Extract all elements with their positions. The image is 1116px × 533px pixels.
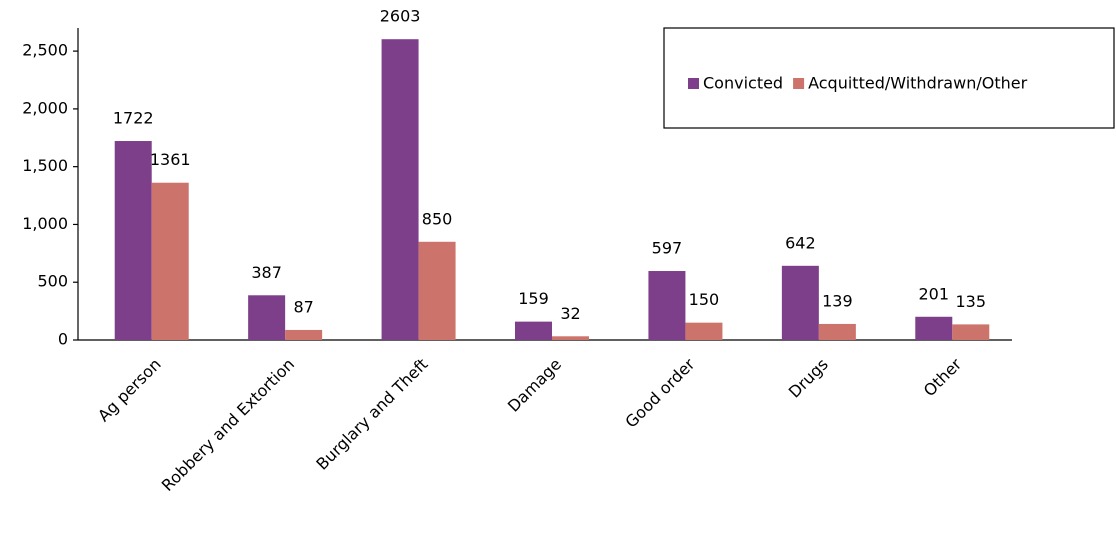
value-label: 850	[422, 209, 453, 228]
bar	[418, 241, 456, 340]
value-label: 1361	[150, 150, 191, 169]
bar	[114, 141, 152, 340]
y-tick-label: 0	[58, 330, 68, 349]
bar	[552, 336, 589, 340]
value-label: 597	[652, 239, 683, 258]
x-tick-label: Good order	[621, 354, 698, 431]
bar	[285, 329, 323, 340]
value-label: 642	[785, 233, 816, 252]
value-label: 87	[293, 297, 313, 316]
bar	[381, 39, 419, 340]
bar	[515, 321, 552, 340]
x-tick-label: Burglary and Theft	[312, 355, 431, 474]
bar	[685, 322, 723, 340]
value-label: 2603	[380, 7, 421, 26]
legend-swatch	[688, 78, 699, 89]
bar	[952, 324, 990, 340]
y-tick-label: 2,500	[22, 41, 68, 60]
legend-box	[663, 27, 1115, 129]
x-tick-label: Other	[920, 354, 966, 400]
y-tick-label: 500	[37, 272, 68, 291]
y-tick-label: 1,000	[22, 214, 68, 233]
legend-swatch	[793, 78, 805, 89]
bar	[915, 316, 953, 340]
value-label: 159	[518, 289, 549, 308]
value-label: 32	[560, 304, 580, 323]
value-label: 150	[689, 290, 720, 309]
x-tick-label: Ag person	[94, 355, 165, 426]
bar	[151, 182, 189, 340]
value-label: 1722	[113, 109, 154, 128]
y-tick-label: 2,000	[22, 98, 68, 117]
bar	[818, 323, 856, 340]
legend-label: Acquitted/Withdrawn/Other	[808, 74, 1027, 93]
value-label: 139	[822, 291, 853, 310]
value-label: 135	[956, 292, 987, 311]
value-label: 387	[251, 263, 282, 282]
x-tick-label: Damage	[504, 355, 565, 416]
y-tick-label: 1,500	[22, 156, 68, 175]
x-tick-label: Drugs	[785, 355, 832, 402]
legend-label: Convicted	[703, 74, 783, 93]
value-label: 201	[919, 284, 950, 303]
bar	[781, 265, 819, 340]
bar	[248, 295, 286, 340]
bar	[648, 271, 686, 340]
x-tick-label: Robbery and Extortion	[158, 355, 298, 495]
